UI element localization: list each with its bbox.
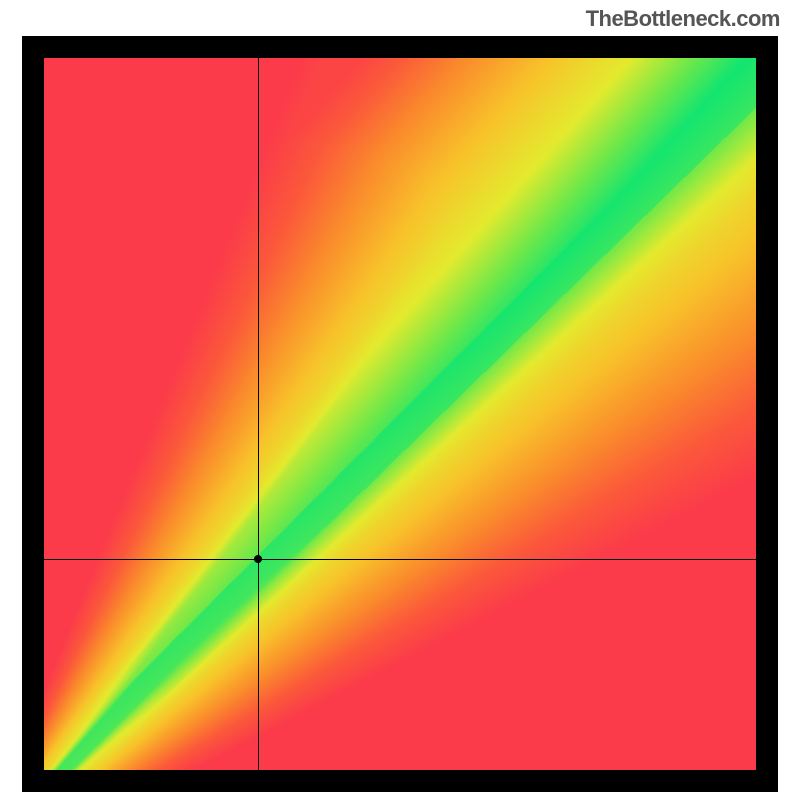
heatmap-canvas xyxy=(44,58,756,770)
crosshair-horizontal xyxy=(44,559,756,560)
crosshair-vertical xyxy=(258,58,259,770)
data-point-marker xyxy=(254,555,262,563)
attribution-text: TheBottleneck.com xyxy=(586,6,780,32)
plot-outer-frame xyxy=(22,36,778,792)
plot-inner xyxy=(44,58,756,770)
